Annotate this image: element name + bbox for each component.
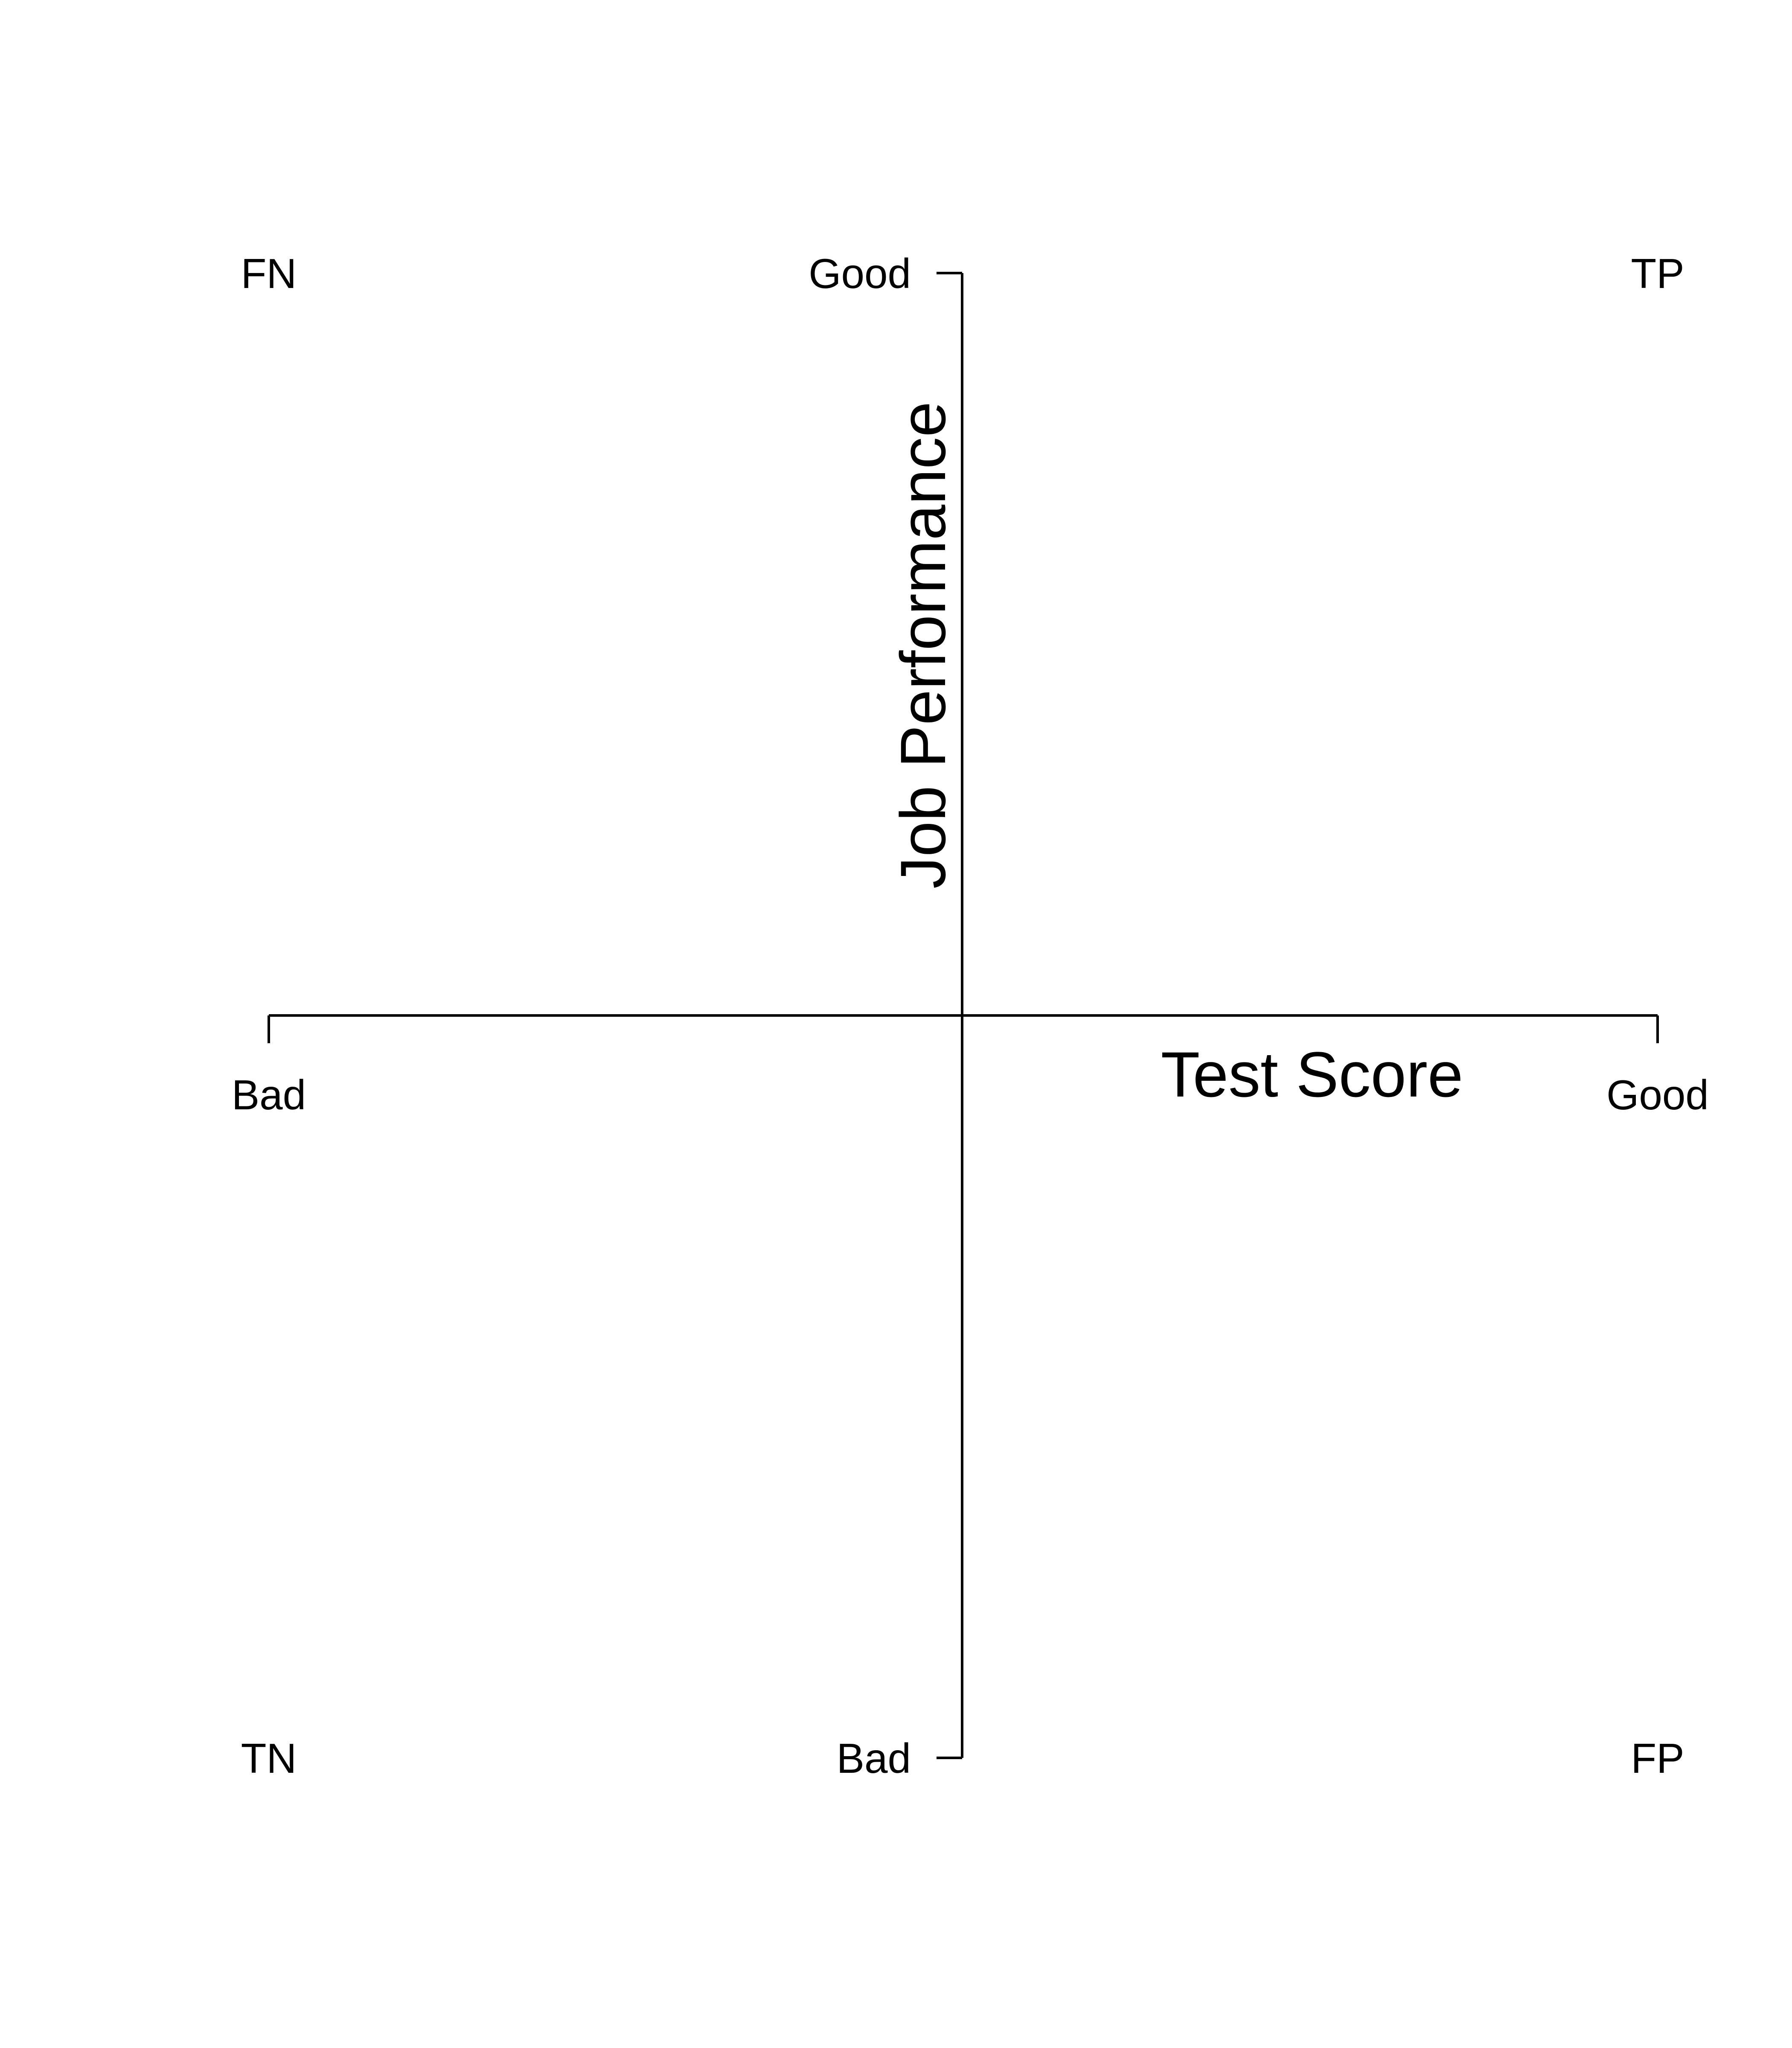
quadrant-top-left-label: FN: [241, 250, 297, 297]
y-axis-title: Job Performance: [887, 401, 959, 889]
y-axis: [937, 272, 963, 1759]
y-axis-bad-label: Bad: [837, 1735, 911, 1782]
quadrant-top-right-label: TP: [1631, 250, 1684, 297]
x-axis-bad-label: Bad: [232, 1071, 306, 1118]
x-axis-good-label: Good: [1606, 1071, 1709, 1118]
y-axis-good-label: Good: [809, 250, 911, 297]
quadrant-bottom-left-label: TN: [241, 1735, 297, 1782]
quadrant-bottom-right-label: FP: [1631, 1735, 1684, 1782]
x-axis-title: Test Score: [1161, 1039, 1463, 1110]
